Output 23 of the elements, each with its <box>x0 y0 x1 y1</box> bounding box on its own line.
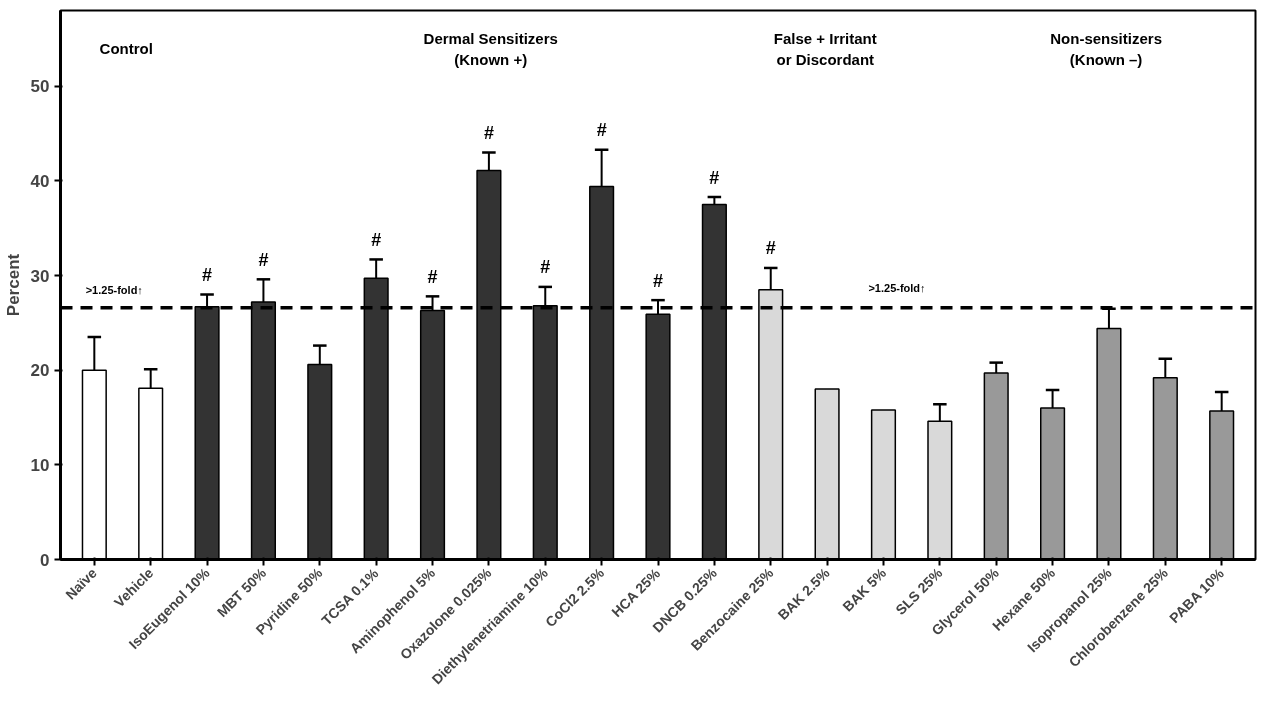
data-label: # <box>371 229 382 250</box>
y-axis-title: Percent <box>3 253 23 317</box>
annotation: Non-sensitizers (Known –) <box>1050 30 1162 68</box>
y-tick-label: 50 <box>30 77 50 97</box>
y-tick-label: 0 <box>40 550 50 570</box>
data-label: # <box>652 270 664 291</box>
data-label: # <box>709 167 720 188</box>
data-label: # <box>540 257 551 278</box>
annotation: Control <box>99 40 153 58</box>
y-tick-label: 20 <box>30 361 50 381</box>
data-label: # <box>596 120 607 141</box>
data-label: # <box>202 265 213 285</box>
y-tick-label: 10 <box>30 455 50 475</box>
data-label: # <box>258 249 269 270</box>
data-label: # <box>427 266 438 287</box>
annotation: >1.25-fold↑ <box>85 284 143 297</box>
data-label: # <box>483 123 494 144</box>
y-tick-label: 30 <box>30 266 50 286</box>
annotation: Dermal Sensitizers (Known +) <box>423 30 558 68</box>
data-label: # <box>765 238 776 259</box>
y-tick-label: 40 <box>30 171 50 191</box>
annotation: False + Irritant or Discordant <box>773 30 877 68</box>
annotation: >1.25-fold↑ <box>868 281 926 294</box>
